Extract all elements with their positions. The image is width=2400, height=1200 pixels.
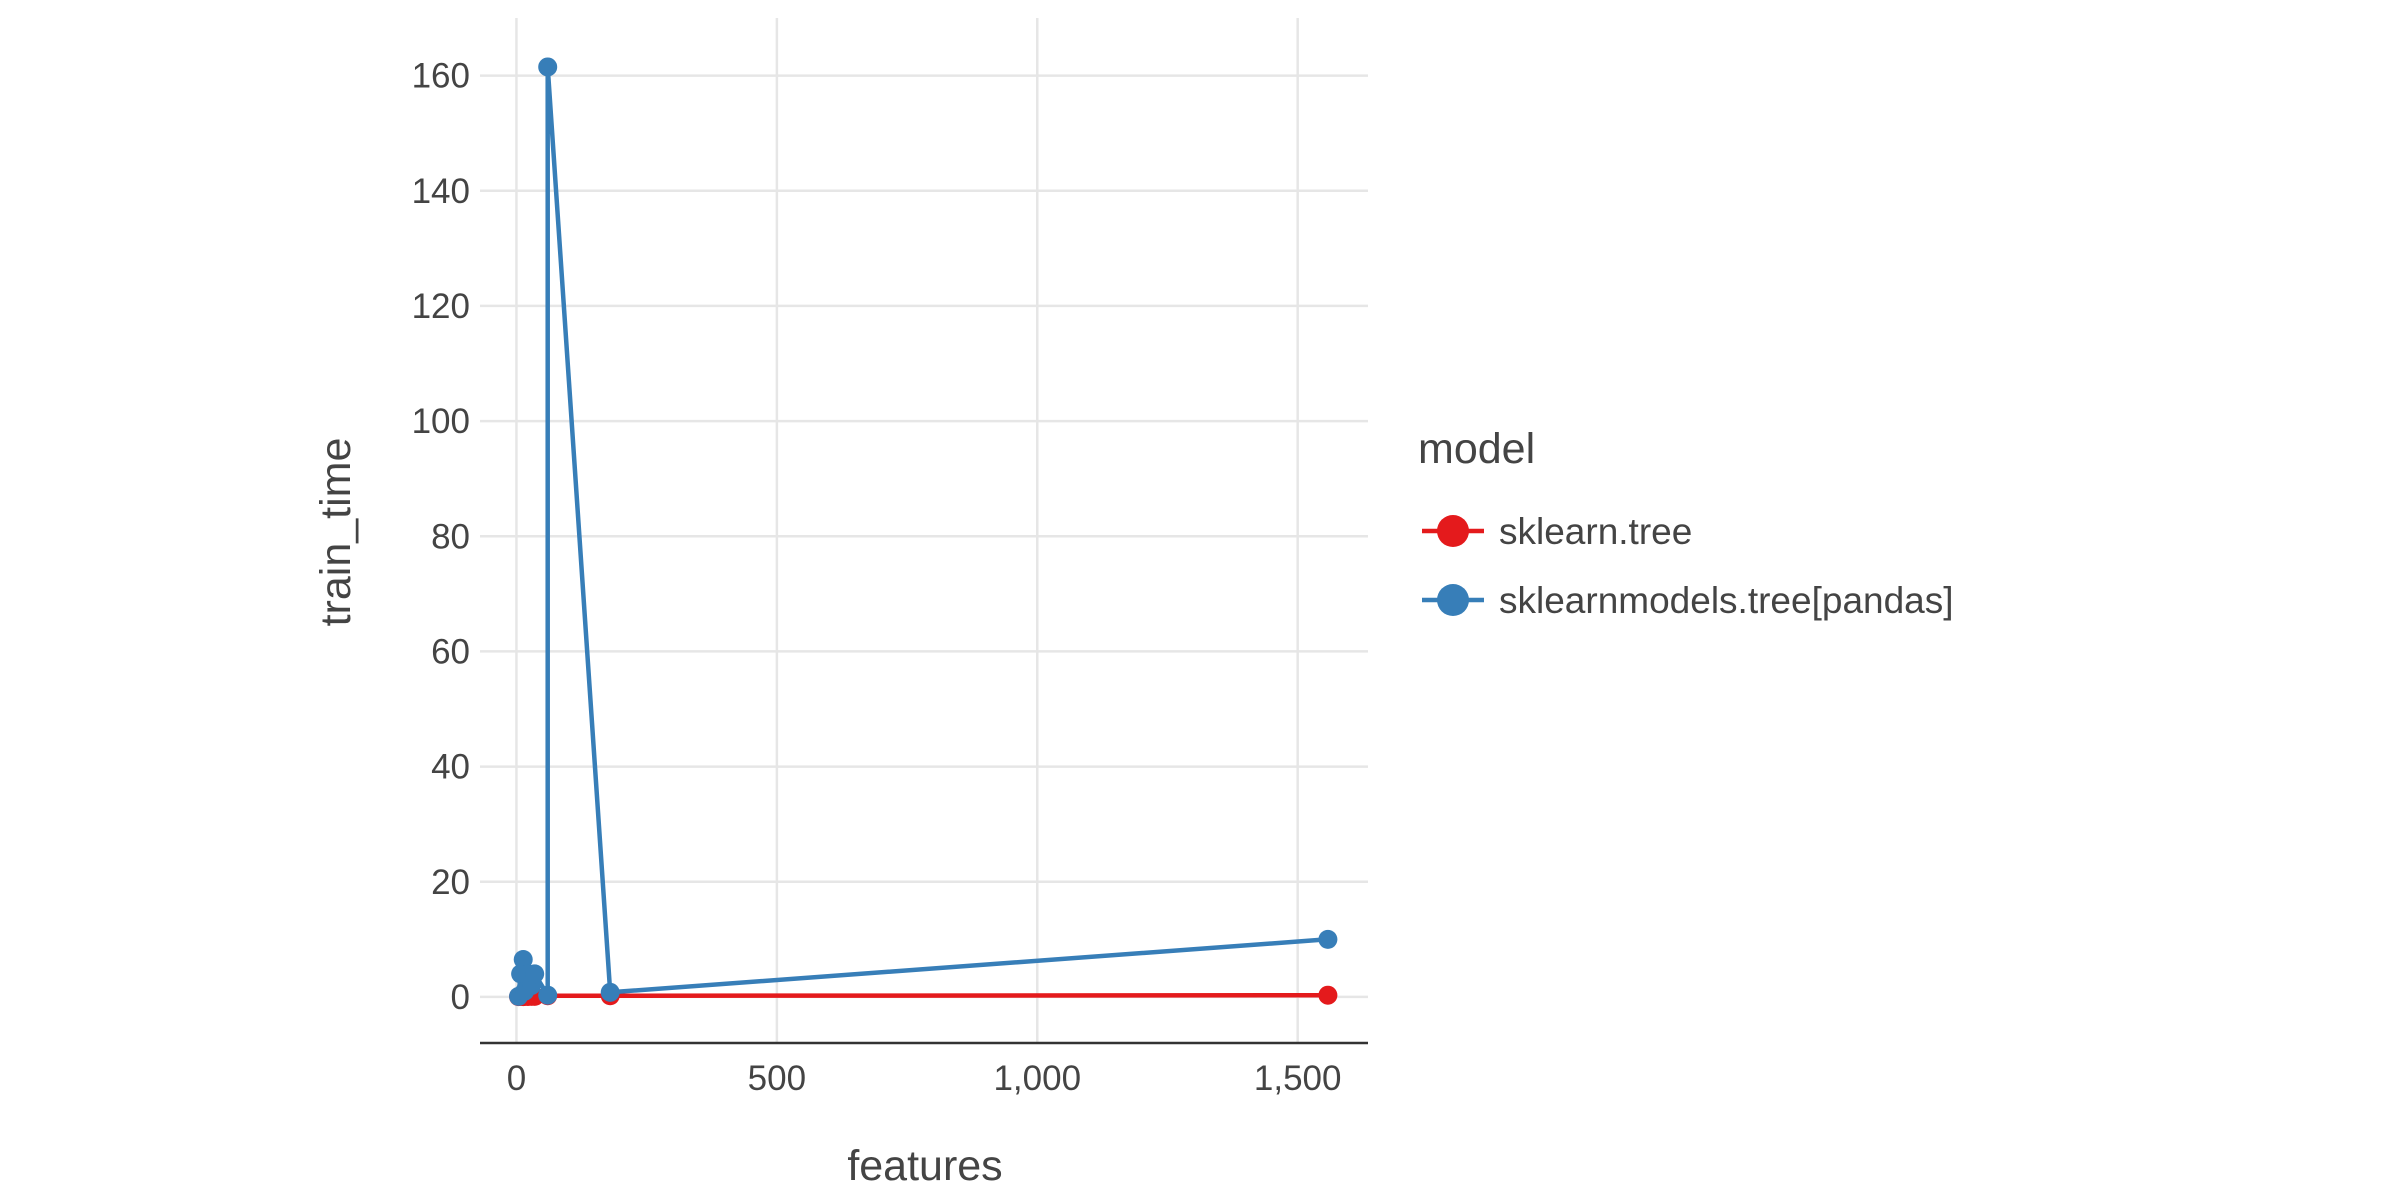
y-tick-label: 140 [412,172,470,211]
series-1 [509,57,1338,1006]
data-point [513,950,533,970]
x-axis-title: features [847,1142,1002,1190]
y-tick-label: 0 [451,978,470,1017]
data-point [538,57,558,77]
data-point [525,964,545,984]
y-axis-title: train_time [312,438,360,627]
data-point [1318,929,1338,949]
x-tick-label: 1,500 [1254,1059,1342,1098]
legend-key-marker [1437,584,1469,616]
legend-label: sklearnmodels.tree[pandas] [1499,580,1954,621]
data-point [600,982,620,1002]
legend-key-marker [1437,515,1469,547]
y-tick-label: 160 [412,57,470,96]
data-point [538,985,558,1005]
x-tick-label: 500 [748,1059,806,1098]
x-tick-label: 0 [507,1059,526,1098]
x-tick-label: 1,000 [993,1059,1081,1098]
data-series [509,57,1338,1007]
grid-lines [480,18,1368,1043]
y-tick-label: 100 [412,402,470,441]
series-line [516,64,1329,998]
y-tick-label: 80 [431,517,470,556]
legend-title: model [1418,425,1535,473]
y-tick-label: 40 [431,748,470,787]
y-tick-labels: 0 20 40 60 80 100 120 140 160 [412,57,470,1017]
x-tick-labels: 0 500 1,000 1,500 [507,1059,1342,1098]
legend-item-sklearnmodels-tree: sklearnmodels.tree[pandas] [1422,580,1954,621]
data-point [1318,985,1338,1005]
legend-label: sklearn.tree [1499,511,1692,552]
legend-item-sklearn-tree: sklearn.tree [1422,511,1692,552]
series-line [518,992,1328,999]
legend: model sklearn.tree sklearnmodels.tree[pa… [1418,425,1954,621]
y-tick-label: 60 [431,632,470,671]
y-tick-label: 120 [412,287,470,326]
y-tick-label: 20 [431,863,470,902]
